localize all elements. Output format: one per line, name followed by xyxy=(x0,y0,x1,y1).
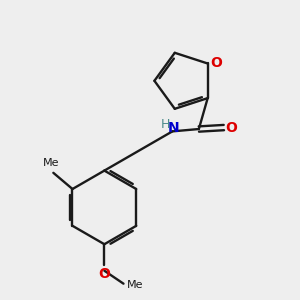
Text: H: H xyxy=(161,118,171,130)
Text: N: N xyxy=(168,122,180,135)
Text: O: O xyxy=(225,121,237,135)
Text: Me: Me xyxy=(43,158,59,168)
Text: O: O xyxy=(98,267,110,281)
Text: O: O xyxy=(210,56,222,70)
Text: Me: Me xyxy=(126,280,143,290)
